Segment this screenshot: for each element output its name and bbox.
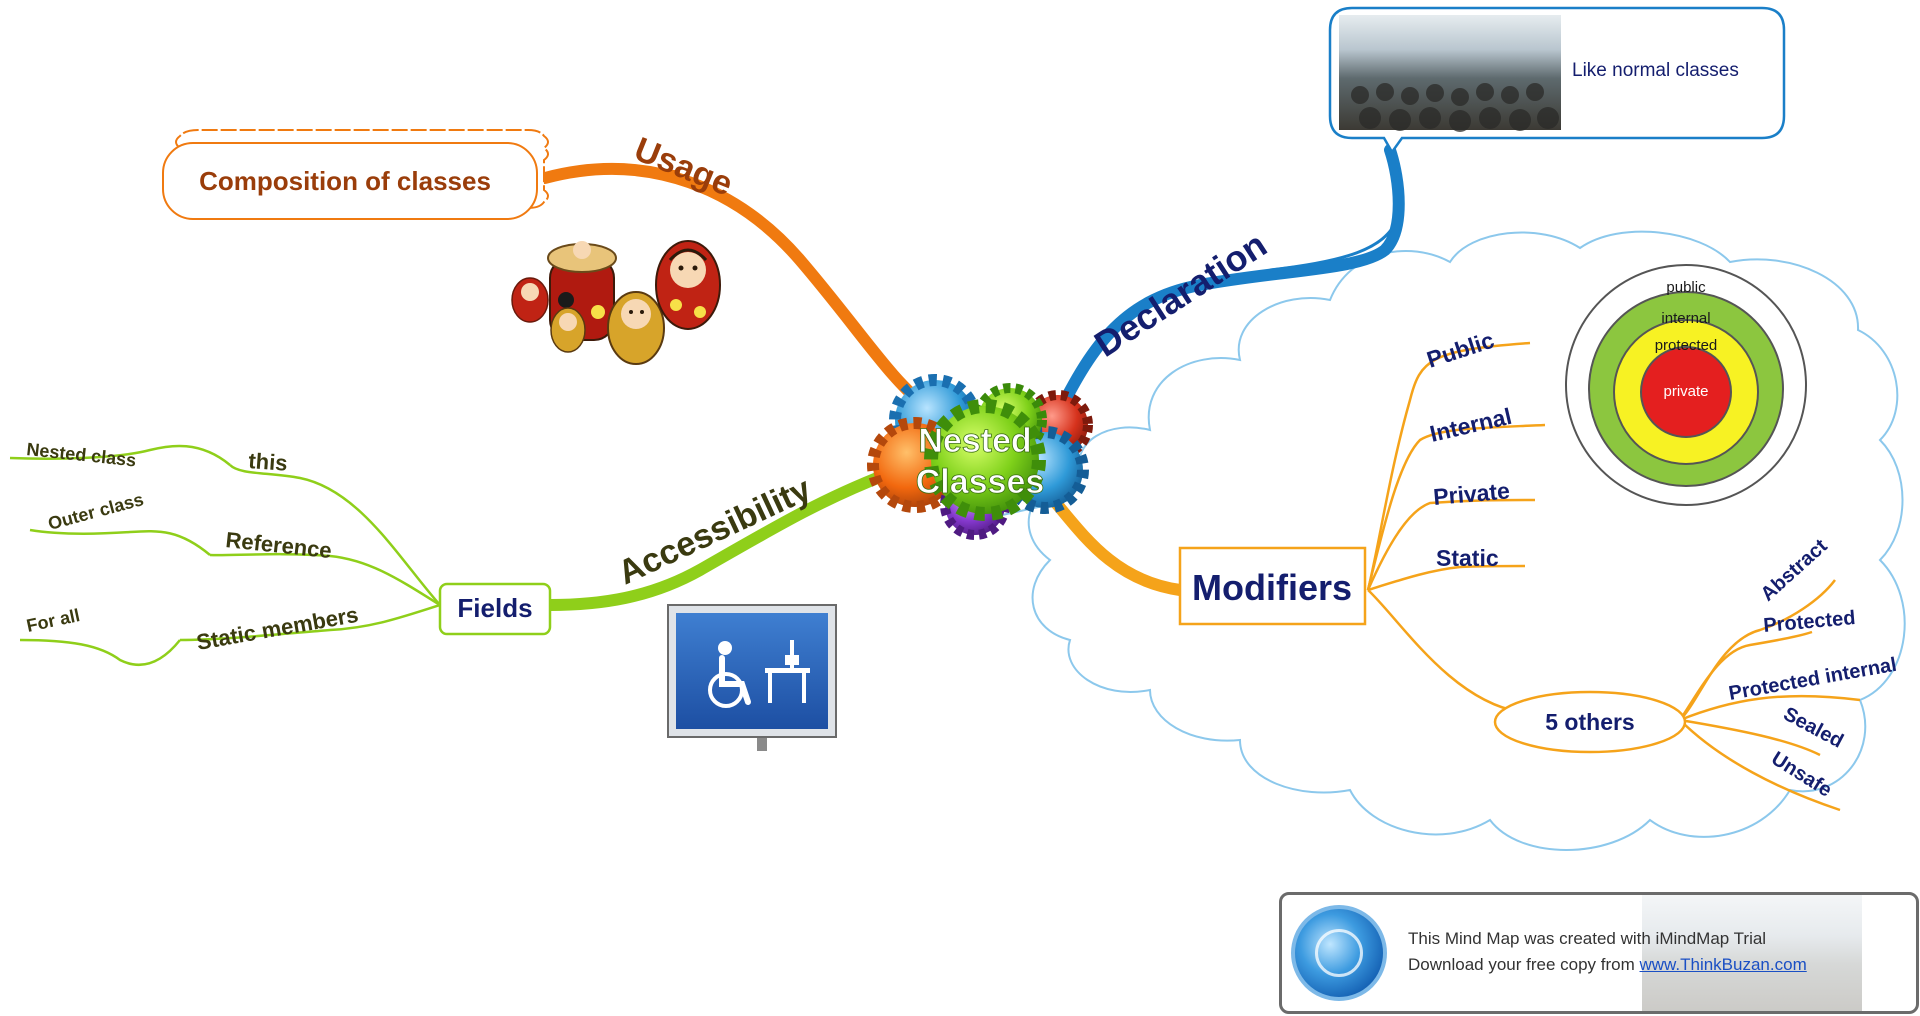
modifiers-sub-branches — [1366, 341, 1861, 812]
fields-node[interactable] — [438, 582, 552, 636]
nesting-dolls-image — [511, 240, 721, 365]
sub-for-all: For all — [25, 605, 82, 636]
ring-public: public — [1666, 279, 1706, 296]
banner-line1: This Mind Map was created with iMindMap … — [1408, 929, 1767, 948]
lecture-photo-crowd — [1351, 83, 1559, 132]
field-this: this — [248, 448, 289, 476]
central-gears — [867, 374, 1093, 540]
central-topic-line2: Classes — [916, 463, 1045, 501]
modifiers-node[interactable] — [1178, 546, 1367, 626]
usage-branch-thin — [544, 168, 681, 180]
banner-line2: Download your free copy from www.ThinkBu… — [1408, 955, 1807, 975]
usage-label: Usage — [629, 130, 738, 203]
field-static-members: Static members — [195, 602, 361, 655]
modifiers-label: Modifiers — [1192, 567, 1352, 608]
sub-outer-class: Outer class — [46, 489, 146, 534]
accessibility-label: Accessibility — [612, 470, 817, 592]
banner-photo — [1642, 895, 1862, 1011]
composition-label: Composition of classes — [199, 166, 491, 196]
composition-node[interactable] — [162, 142, 538, 220]
accessibility-sign-image — [667, 604, 837, 751]
ring-protected: protected — [1655, 337, 1718, 354]
sub-nested-class: Nested class — [26, 439, 138, 470]
accessibility-sub-branches — [9, 444, 441, 667]
banner-line2-prefix: Download your free copy from — [1408, 955, 1640, 974]
trial-banner: This Mind Map was created with iMindMap … — [1279, 892, 1919, 1014]
declaration-child-label: Like normal classes — [1572, 60, 1739, 81]
accessibility-branch — [544, 469, 891, 611]
five-others-label: 5 others — [1545, 709, 1634, 735]
imindmap-logo-icon — [1291, 905, 1387, 1001]
access-modifier-rings — [1565, 264, 1807, 506]
ring-internal: internal — [1661, 310, 1710, 327]
ring-private: private — [1663, 383, 1708, 400]
central-topic-line1: Nested — [918, 422, 1031, 460]
modifier-static: Static — [1436, 545, 1499, 571]
field-reference: Reference — [224, 527, 332, 563]
fields-label: Fields — [457, 593, 532, 623]
thinkbuzan-link[interactable]: www.ThinkBuzan.com — [1639, 955, 1807, 974]
declaration-branch-thin — [1269, 147, 1402, 272]
five-others-node[interactable] — [1493, 690, 1687, 754]
